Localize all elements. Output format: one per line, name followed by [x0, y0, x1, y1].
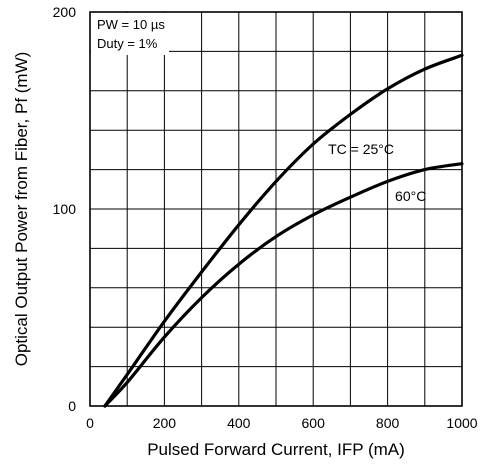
- y-tick-label: 100: [53, 201, 77, 217]
- annotation-box: [91, 13, 169, 55]
- x-tick-label: 400: [227, 415, 251, 431]
- series-label-25c: TC = 25°C: [328, 141, 394, 157]
- x-tick-label: 1000: [446, 415, 477, 431]
- series-lines: [103, 53, 464, 408]
- x-axis-label: Pulsed Forward Current, IFP (mA): [147, 440, 405, 459]
- series-line-25c: [103, 53, 464, 408]
- annotation-duty: Duty = 1%: [97, 36, 158, 51]
- y-tick-label: 0: [68, 398, 76, 414]
- tick-labels: 0 200 400 600 800 1000 0 100 200: [53, 4, 478, 431]
- plot-frame: [89, 11, 463, 407]
- series-label-60c: 60°C: [395, 188, 426, 204]
- x-tick-label: 800: [376, 415, 400, 431]
- series-line-60c: [103, 162, 464, 408]
- x-tick-label: 600: [302, 415, 326, 431]
- annotation-pulse-width: PW = 10 µs: [97, 17, 165, 32]
- grid: [90, 12, 462, 406]
- y-tick-label: 200: [53, 4, 77, 20]
- x-tick-label: 200: [153, 415, 177, 431]
- y-axis-label: Optical Output Power from Fiber, Pf (mW): [12, 52, 31, 367]
- x-tick-label: 0: [86, 415, 94, 431]
